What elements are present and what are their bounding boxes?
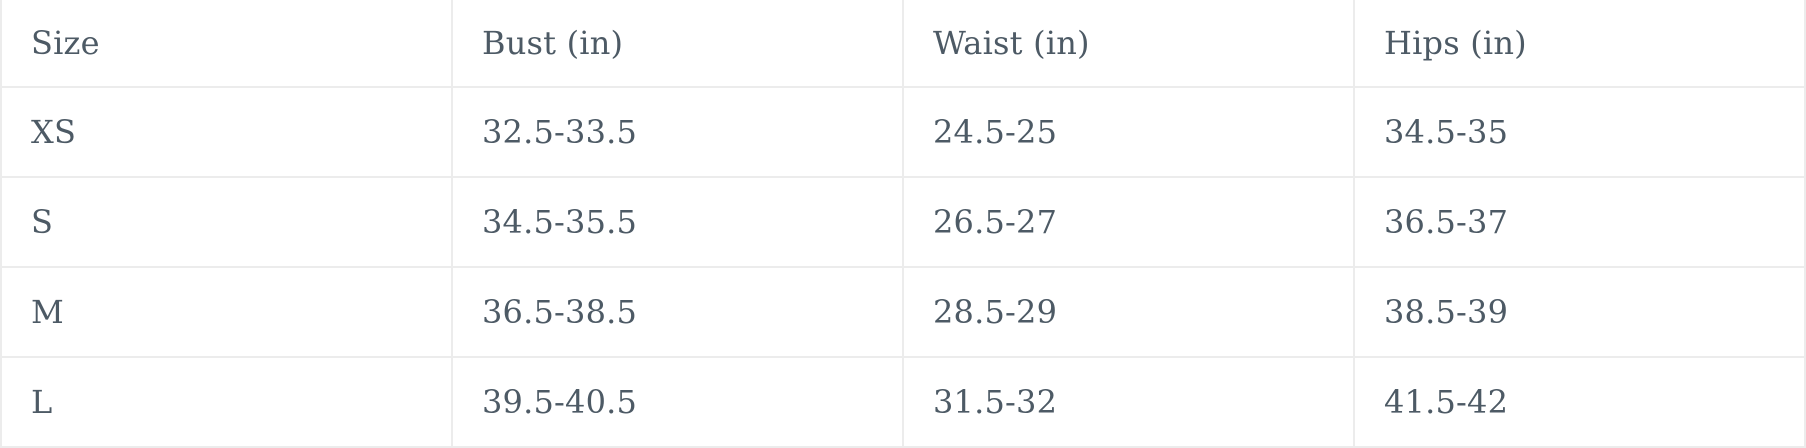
table-row-l: L 39.5-40.5 31.5-32 41.5-42	[0, 357, 1806, 448]
size-chart-header: Size Bust (in) Waist (in) Hips (in)	[0, 0, 1806, 88]
hips-cell: 41.5-42	[1353, 357, 1806, 448]
header-row: Size Bust (in) Waist (in) Hips (in)	[0, 0, 1806, 88]
size-cell: M	[0, 267, 453, 358]
column-header-size: Size	[0, 0, 453, 88]
bust-cell: 39.5-40.5	[451, 357, 904, 448]
hips-cell: 34.5-35	[1353, 87, 1806, 178]
size-cell: S	[0, 177, 453, 268]
column-header-bust: Bust (in)	[451, 0, 904, 88]
size-cell: XS	[0, 87, 453, 178]
column-header-hips: Hips (in)	[1353, 0, 1806, 88]
table-row-xs: XS 32.5-33.5 24.5-25 34.5-35	[0, 87, 1806, 178]
waist-cell: 26.5-27	[902, 177, 1355, 268]
hips-cell: 36.5-37	[1353, 177, 1806, 268]
size-chart-body: XS 32.5-33.5 24.5-25 34.5-35 S 34.5-35.5…	[0, 87, 1806, 448]
table-row-s: S 34.5-35.5 26.5-27 36.5-37	[0, 177, 1806, 268]
bust-cell: 34.5-35.5	[451, 177, 904, 268]
size-cell: L	[0, 357, 453, 448]
hips-cell: 38.5-39	[1353, 267, 1806, 358]
column-header-waist: Waist (in)	[902, 0, 1355, 88]
waist-cell: 31.5-32	[902, 357, 1355, 448]
waist-cell: 28.5-29	[902, 267, 1355, 358]
waist-cell: 24.5-25	[902, 87, 1355, 178]
table-row-m: M 36.5-38.5 28.5-29 38.5-39	[0, 267, 1806, 358]
bust-cell: 36.5-38.5	[451, 267, 904, 358]
bust-cell: 32.5-33.5	[451, 87, 904, 178]
